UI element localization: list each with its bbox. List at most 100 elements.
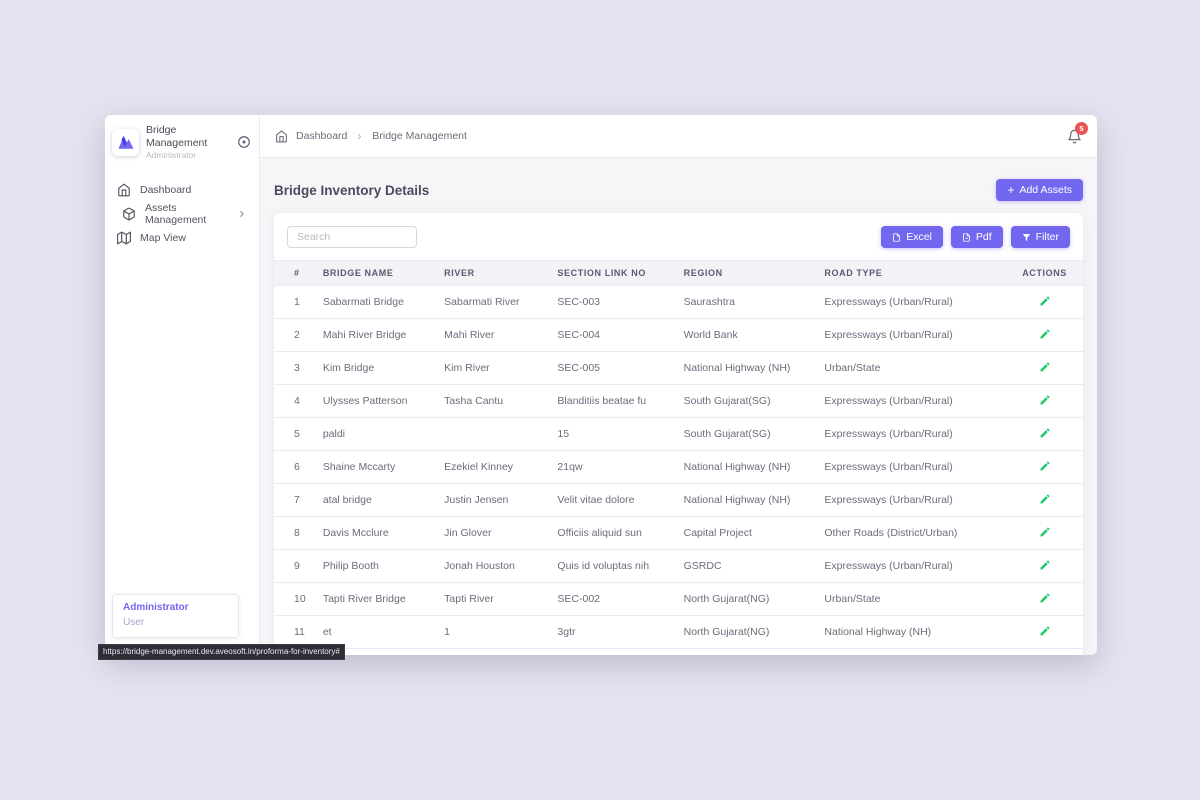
cell-road-type: Expressways (Urban/Rural): [814, 417, 1007, 451]
cell-road-type: Expressways (Urban/Rural): [814, 549, 1007, 583]
cell-section-link-no: Velit vitae dolore: [547, 483, 674, 517]
sidebar-item-label: Map View: [140, 231, 186, 244]
cell-region: National Highway (NH): [673, 351, 815, 385]
table-row: 8 Davis Mcclure Jin Glover Officiis aliq…: [274, 516, 1083, 550]
cell-index: 3: [274, 351, 313, 385]
edit-icon[interactable]: [1039, 526, 1051, 538]
cell-bridge-name: et: [312, 615, 435, 649]
cell-river: Ezekiel Kinney: [434, 450, 548, 484]
edit-icon[interactable]: [1039, 427, 1051, 439]
table-header-row: # BRIDGE NAME RIVER SECTION LINK NO REGION RO…: [274, 260, 1083, 286]
breadcrumb-link-dashboard[interactable]: Dashboard: [296, 130, 348, 142]
cell-bridge-name: Shaine Mccarty: [312, 450, 435, 484]
cell-section-link-no: Necessitatibus quide: [547, 648, 674, 655]
cell-section-link-no: Blanditiis beatae fu: [547, 384, 674, 418]
edit-icon[interactable]: [1039, 295, 1051, 307]
table-row: 4 Ulysses Patterson Tasha Cantu Blanditi…: [274, 384, 1083, 418]
cell-index: 6: [274, 450, 313, 484]
table-row: 5 paldi 15 South Gujarat(SG) Expressways…: [274, 417, 1083, 451]
cell-index: 1: [274, 285, 313, 319]
cell-actions: [1006, 648, 1083, 655]
cell-river: Kim River: [434, 351, 548, 385]
cell-bridge-name: Davis Mcclure: [312, 516, 435, 550]
cell-section-link-no: 3gtr: [547, 615, 674, 649]
cell-bridge-name: Tapti River Bridge: [312, 582, 435, 616]
pdf-file-icon: [962, 232, 971, 242]
edit-icon[interactable]: [1039, 493, 1051, 505]
cell-actions: [1006, 582, 1083, 616]
breadcrumb-home-icon[interactable]: [275, 130, 288, 143]
column-header: ROAD TYPE: [814, 260, 1007, 286]
page-title: Bridge Inventory Details: [274, 182, 430, 198]
cell-actions: [1006, 450, 1083, 484]
cell-section-link-no: SEC-005: [547, 351, 674, 385]
cell-region: National Highway (NH): [673, 450, 815, 484]
cell-region: North Gujarat(NG): [673, 582, 815, 616]
brand-subtitle: Administrator: [146, 150, 197, 161]
cell-road-type: Expressways (Urban/Rural): [814, 450, 1007, 484]
notifications-bell-icon[interactable]: [1067, 129, 1082, 144]
sidebar: Bridge Management Administrator Dashboar…: [105, 115, 260, 655]
excel-file-icon: [892, 232, 901, 242]
edit-icon[interactable]: [1039, 328, 1051, 340]
cell-road-type: Expressways (Urban/Rural): [814, 285, 1007, 319]
table-toolbar: Excel Pdf: [274, 213, 1083, 260]
cell-bridge-name: Kaitlin Park: [312, 648, 435, 655]
cell-road-type: Expressways (Urban/Rural): [814, 384, 1007, 418]
cell-river: Jin Glover: [434, 516, 548, 550]
cell-actions: [1006, 351, 1083, 385]
table-row: 3 Kim Bridge Kim River SEC-005 National …: [274, 351, 1083, 385]
edit-icon[interactable]: [1039, 460, 1051, 472]
sidebar-item-assets-management[interactable]: Assets Management: [105, 202, 259, 226]
cell-road-type: National Highway (NH): [814, 615, 1007, 649]
export-pdf-button[interactable]: Pdf: [950, 226, 1003, 248]
user-name: Administrator: [123, 602, 189, 613]
cell-actions: [1006, 516, 1083, 550]
cell-actions: [1006, 417, 1083, 451]
cell-actions: [1006, 285, 1083, 319]
cell-road-type: Other Roads (District/Urban): [814, 516, 1007, 550]
column-header: BRIDGE NAME: [312, 260, 435, 286]
cell-road-type: Urban/State: [814, 351, 1007, 385]
brand-title: Bridge Management: [146, 124, 208, 150]
cell-river: Tasha Cantu: [434, 384, 548, 418]
sidebar-item-dashboard[interactable]: Dashboard: [105, 178, 259, 202]
edit-icon[interactable]: [1039, 394, 1051, 406]
table-row: 1 Sabarmati Bridge Sabarmati River SEC-0…: [274, 285, 1083, 319]
cell-index: 8: [274, 516, 313, 550]
cell-region: North Gujarat(NG): [673, 615, 815, 649]
table-row: 6 Shaine Mccarty Ezekiel Kinney 21qw Nat…: [274, 450, 1083, 484]
inventory-card: Excel Pdf: [274, 213, 1083, 655]
app-logo-icon: [112, 128, 139, 156]
edit-icon[interactable]: [1039, 625, 1051, 637]
cell-region: South Gujarat(SG): [673, 384, 815, 418]
cell-section-link-no: 15: [547, 417, 674, 451]
main-area: Dashboard Bridge Management 5 Bridge Inv…: [260, 115, 1097, 655]
package-icon: [122, 207, 136, 221]
chevron-right-icon: [237, 209, 247, 219]
cell-bridge-name: Sabarmati Bridge: [312, 285, 435, 319]
cell-index: 9: [274, 549, 313, 583]
search-input[interactable]: [287, 226, 417, 248]
breadcrumb-current: Bridge Management: [372, 130, 467, 142]
edit-icon[interactable]: [1039, 361, 1051, 373]
table-body: 1 Sabarmati Bridge Sabarmati River SEC-0…: [274, 285, 1083, 655]
edit-icon[interactable]: [1039, 592, 1051, 604]
plus-icon: +: [1007, 183, 1015, 197]
cell-region: South Gujarat(SG): [673, 417, 815, 451]
export-excel-button[interactable]: Excel: [881, 226, 943, 248]
add-assets-button[interactable]: + Add Assets: [996, 179, 1083, 201]
sidebar-pin-toggle-icon[interactable]: [237, 135, 251, 149]
filter-button[interactable]: Filter: [1010, 226, 1070, 248]
cell-actions: [1006, 318, 1083, 352]
cell-actions: [1006, 384, 1083, 418]
topbar: Dashboard Bridge Management 5: [260, 115, 1097, 157]
cell-index: 11: [274, 615, 313, 649]
user-card[interactable]: Administrator User: [112, 594, 239, 638]
user-role: User: [123, 616, 145, 628]
cell-river: 1: [434, 615, 548, 649]
sidebar-item-map-view[interactable]: Map View: [105, 226, 259, 250]
edit-icon[interactable]: [1039, 559, 1051, 571]
cell-region: GSRDC: [673, 648, 815, 655]
filter-funnel-icon: [1022, 233, 1031, 242]
